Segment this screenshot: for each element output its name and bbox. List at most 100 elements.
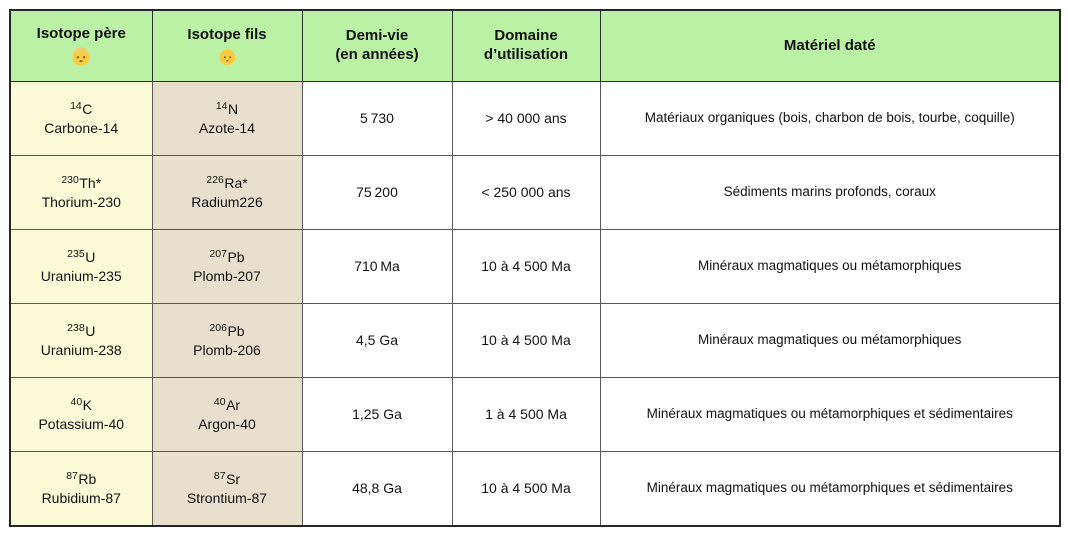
isotope-symbol: 207Pb: [159, 248, 296, 267]
half-life-cell: 4,5 Ga: [301, 303, 453, 378]
table-row: 238U Uranium-238 206Pb Plomb-206 4,5 Ga …: [9, 303, 1061, 378]
child-isotope-cell: 87Sr Strontium-87: [151, 451, 303, 527]
domain-cell: 1 à 4 500 Ma: [451, 377, 601, 452]
child-isotope-cell: 40Ar Argon-40: [151, 377, 303, 452]
isotope-symbol: 14C: [17, 100, 146, 119]
parent-isotope-cell: 235U Uranium-235: [9, 229, 153, 304]
isotope-symbol: 226Ra*: [159, 174, 296, 193]
child-isotope-cell: 226Ra* Radium226: [151, 155, 303, 230]
element-symbol: Ar: [226, 396, 241, 413]
material-cell: Matériaux organiques (bois, charbon de b…: [599, 81, 1061, 156]
header-row: Isotope père Isotope fils: [9, 9, 1061, 82]
table-row: 87Rb Rubidium-87 87Sr Strontium-87 48,8 …: [9, 451, 1061, 527]
material-cell: Minéraux magmatiques ou métamorphiques: [599, 303, 1061, 378]
header-child-isotope: Isotope fils: [151, 9, 303, 82]
mass-number: 40: [70, 396, 83, 409]
half-life-cell: 5 730: [301, 81, 453, 156]
element-symbol: K: [82, 396, 93, 413]
element-symbol: C: [82, 100, 93, 117]
child-isotope-cell: 207Pb Plomb-207: [151, 229, 303, 304]
isotope-symbol: 40K: [17, 396, 146, 415]
parent-isotope-cell: 40K Potassium-40: [9, 377, 153, 452]
header-material: Matériel daté: [599, 9, 1061, 82]
isotope-name: Plomb-206: [193, 341, 261, 358]
isotope-symbol: 235U: [17, 248, 146, 267]
domain-cell: > 40 000 ans: [451, 81, 601, 156]
header-material-label: Matériel daté: [783, 36, 876, 54]
header-parent-isotope: Isotope père: [9, 9, 153, 82]
element-symbol: U: [85, 322, 96, 339]
isotope-name: Uranium-238: [40, 341, 122, 358]
isotope-name: Argon-40: [198, 415, 256, 432]
mass-number: 14: [215, 100, 228, 113]
half-life-cell: 48,8 Ga: [301, 451, 453, 527]
element-symbol: Pb: [227, 248, 245, 265]
isotope-symbol: 87Sr: [159, 470, 296, 489]
mass-number: 230: [61, 174, 79, 187]
parent-isotope-cell: 14C Carbone-14: [9, 81, 153, 156]
parent-isotope-cell: 238U Uranium-238: [9, 303, 153, 378]
header-parent-label: Isotope père: [36, 24, 126, 42]
table-row: 230Th* Thorium-230 226Ra* Radium226 75 2…: [9, 155, 1061, 230]
domain-cell: 10 à 4 500 Ma: [451, 303, 601, 378]
element-symbol: Sr: [226, 470, 241, 487]
mass-number: 87: [66, 470, 78, 483]
material-cell: Minéraux magmatiques ou métamorphiques: [599, 229, 1061, 304]
table-row: 40K Potassium-40 40Ar Argon-40 1,25 Ga 1…: [9, 377, 1061, 452]
header-half-life-line2: (en années): [335, 46, 419, 63]
isotope-name: Strontium-87: [186, 489, 268, 506]
header-domain: Domaine d’utilisation: [451, 9, 601, 82]
table-row: 14C Carbone-14 14N Azote-14 5 730 > 40 0…: [9, 81, 1061, 156]
domain-cell: < 250 000 ans: [451, 155, 601, 230]
header-child-label: Isotope fils: [187, 26, 267, 44]
isotope-name: Carbone-14: [44, 119, 119, 136]
header-half-life: Demi-vie (en années): [301, 9, 453, 82]
isotope-name: Uranium-235: [40, 267, 122, 284]
isotope-symbol: 14N: [159, 100, 296, 119]
man-blond-emoji-icon: [15, 45, 148, 67]
isotope-symbol: 206Pb: [159, 322, 296, 341]
material-cell: Sédiments marins profonds, coraux: [599, 155, 1061, 230]
element-symbol: N: [228, 100, 239, 117]
isotope-name: Rubidium-87: [41, 489, 121, 506]
isotope-name: Thorium-230: [41, 193, 121, 210]
isotope-symbol: 230Th*: [17, 174, 146, 193]
mass-number: 40: [213, 396, 226, 409]
mass-number: 226: [206, 174, 224, 187]
domain-cell: 10 à 4 500 Ma: [451, 451, 601, 527]
element-symbol: Th*: [79, 174, 102, 191]
mass-number: 207: [209, 248, 227, 261]
element-symbol: U: [85, 248, 96, 265]
header-domain-line2: d’utilisation: [483, 46, 569, 63]
isotope-name: Plomb-207: [193, 267, 261, 284]
isotope-symbol: 40Ar: [159, 396, 296, 415]
parent-isotope-cell: 87Rb Rubidium-87: [9, 451, 153, 527]
element-symbol: Ra*: [224, 174, 248, 191]
child-isotope-cell: 206Pb Plomb-206: [151, 303, 303, 378]
isotope-symbol: 238U: [17, 322, 146, 341]
baby-emoji-icon: [157, 47, 298, 66]
isotope-dating-table: Isotope père Isotope fils: [9, 9, 1061, 527]
mass-number: 14: [70, 100, 82, 113]
parent-isotope-cell: 230Th* Thorium-230: [9, 155, 153, 230]
domain-cell: 10 à 4 500 Ma: [451, 229, 601, 304]
mass-number: 235: [67, 248, 85, 261]
material-cell: Minéraux magmatiques ou métamorphiques e…: [599, 451, 1061, 527]
element-symbol: Rb: [78, 470, 97, 487]
mass-number: 238: [67, 322, 85, 335]
half-life-cell: 75 200: [301, 155, 453, 230]
half-life-cell: 710 Ma: [301, 229, 453, 304]
mass-number: 206: [209, 322, 227, 335]
isotope-name: Radium226: [191, 193, 263, 210]
isotope-symbol: 87Rb: [17, 470, 146, 489]
material-cell: Minéraux magmatiques ou métamorphiques e…: [599, 377, 1061, 452]
isotope-name: Azote-14: [198, 119, 256, 136]
mass-number: 87: [213, 470, 226, 483]
element-symbol: Pb: [227, 322, 245, 339]
table-row: 235U Uranium-235 207Pb Plomb-207 710 Ma …: [9, 229, 1061, 304]
child-isotope-cell: 14N Azote-14: [151, 81, 303, 156]
header-domain-line1: Domaine: [494, 27, 558, 45]
header-half-life-line1: Demi-vie: [345, 27, 409, 45]
isotope-name: Potassium-40: [38, 415, 125, 432]
